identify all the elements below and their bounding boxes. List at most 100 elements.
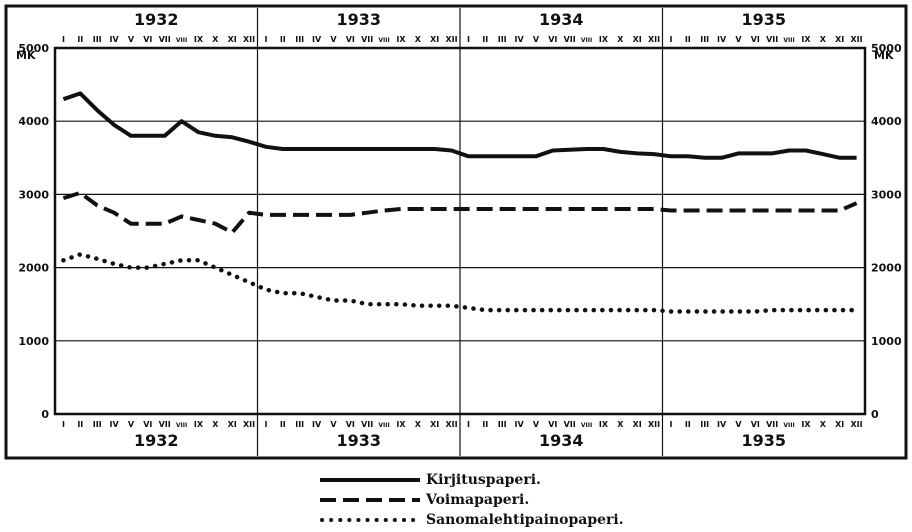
month-tick-label-top: IV [717, 35, 727, 44]
legend-item: Kirjituspaperi. [320, 470, 740, 490]
legend-label: Kirjituspaperi. [426, 472, 541, 488]
month-tick-label-top: IX [396, 35, 406, 44]
month-tick-label-top: VI [143, 35, 152, 44]
y-tick-label-right: 1000 [871, 335, 902, 348]
month-tick-label-bottom: VIII [378, 422, 389, 429]
year-label-top: 1935 [741, 10, 786, 29]
month-tick-label-bottom: II [482, 420, 488, 429]
month-tick-label-bottom: VIII [176, 422, 187, 429]
month-tick-label-top: I [467, 35, 470, 44]
y-tick-label-left: 3000 [18, 188, 49, 201]
legend-swatch-solid [320, 478, 420, 482]
month-tick-label-bottom: XI [835, 420, 844, 429]
month-tick-label-top: VI [346, 35, 355, 44]
month-tick-label-top: X [617, 35, 624, 44]
month-tick-label-bottom: VI [143, 420, 152, 429]
legend-label: Sanomalehtipainopaperi. [426, 512, 624, 528]
month-tick-label-top: II [77, 35, 83, 44]
month-tick-label-top: X [415, 35, 422, 44]
month-tick-label-top: II [482, 35, 488, 44]
month-tick-label-bottom: II [77, 420, 83, 429]
y-tick-label-left: 4000 [18, 115, 49, 128]
month-tick-label-top: II [280, 35, 286, 44]
month-tick-label-bottom: IV [514, 420, 524, 429]
month-tick-label-bottom: V [533, 420, 540, 429]
series-line-solid [62, 91, 857, 160]
month-tick-label-top: XI [835, 35, 844, 44]
month-tick-label-top: VII [564, 35, 576, 44]
month-tick-label-top: VII [766, 35, 778, 44]
month-tick-label-top: VIII [378, 37, 389, 44]
month-tick-label-bottom: X [415, 420, 422, 429]
month-tick-label-bottom: XII [648, 420, 660, 429]
series-line-dashed [62, 190, 858, 235]
month-tick-label-top: IV [514, 35, 524, 44]
month-tick-label-top: VII [159, 35, 171, 44]
month-tick-label-top: VIII [176, 37, 187, 44]
month-tick-label-bottom: III [295, 420, 304, 429]
month-tick-label-bottom: VI [346, 420, 355, 429]
legend-item: Voimapaperi. [320, 490, 740, 510]
month-tick-label-bottom: VI [548, 420, 557, 429]
month-tick-label-bottom: V [128, 420, 135, 429]
y-tick-label-right: 4000 [871, 115, 902, 128]
month-tick-label-bottom: III [498, 420, 507, 429]
month-tick-label-bottom: VII [159, 420, 171, 429]
month-tick-label-top: XII [851, 35, 863, 44]
month-tick-label-bottom: X [820, 420, 827, 429]
month-tick-label-bottom: XI [430, 420, 439, 429]
month-tick-label-bottom: V [330, 420, 337, 429]
y-unit-label-left: MK [16, 49, 36, 62]
month-tick-label-top: VI [751, 35, 760, 44]
month-tick-label-top: X [820, 35, 827, 44]
series-line-dotted [61, 252, 859, 314]
legend-item: Sanomalehtipainopaperi. [320, 510, 740, 530]
month-tick-label-bottom: III [700, 420, 709, 429]
year-label-bottom: 1934 [539, 431, 584, 450]
month-tick-label-bottom: II [280, 420, 286, 429]
month-tick-label-bottom: II [685, 420, 691, 429]
month-tick-label-bottom: VII [564, 420, 576, 429]
y-tick-label-left: 5000 [18, 42, 49, 55]
month-tick-label-top: I [62, 35, 65, 44]
month-tick-label-top: XI [633, 35, 642, 44]
year-label-bottom: 1932 [134, 431, 179, 450]
month-tick-label-bottom: VII [361, 420, 373, 429]
y-tick-label-left: 1000 [18, 335, 49, 348]
year-label-top: 1934 [539, 10, 584, 29]
month-tick-label-top: III [700, 35, 709, 44]
month-tick-label-bottom: IX [599, 420, 609, 429]
y-tick-label-right: 2000 [871, 262, 902, 275]
month-tick-label-bottom: IX [801, 420, 811, 429]
month-tick-label-top: V [735, 35, 742, 44]
y-tick-label-right: 3000 [871, 188, 902, 201]
month-tick-label-top: V [128, 35, 135, 44]
month-tick-label-bottom: XII [243, 420, 255, 429]
month-tick-label-bottom: XII [446, 420, 458, 429]
legend: Kirjituspaperi. Voimapaperi. Sanomalehti… [320, 470, 740, 530]
month-tick-label-bottom: IX [396, 420, 406, 429]
month-tick-label-bottom: IV [109, 420, 119, 429]
legend-swatch-dotted [320, 518, 420, 522]
legend-swatch-dashed [320, 498, 420, 502]
month-tick-label-bottom: X [617, 420, 624, 429]
y-tick-label-right: 0 [871, 408, 879, 421]
month-tick-label-top: VI [548, 35, 557, 44]
month-tick-label-top: III [93, 35, 102, 44]
month-tick-label-top: VIII [581, 37, 592, 44]
month-tick-label-top: III [295, 35, 304, 44]
month-tick-label-bottom: X [212, 420, 219, 429]
year-label-top: 1932 [134, 10, 179, 29]
month-tick-label-top: IX [599, 35, 609, 44]
month-tick-label-top: V [330, 35, 337, 44]
month-tick-label-top: IV [312, 35, 322, 44]
month-tick-label-top: I [669, 35, 672, 44]
month-tick-label-bottom: I [467, 420, 470, 429]
legend-label: Voimapaperi. [426, 492, 530, 508]
month-tick-label-top: V [533, 35, 540, 44]
month-tick-label-bottom: III [93, 420, 102, 429]
month-tick-label-bottom: I [669, 420, 672, 429]
month-tick-label-top: IX [801, 35, 811, 44]
month-tick-label-top: XII [446, 35, 458, 44]
